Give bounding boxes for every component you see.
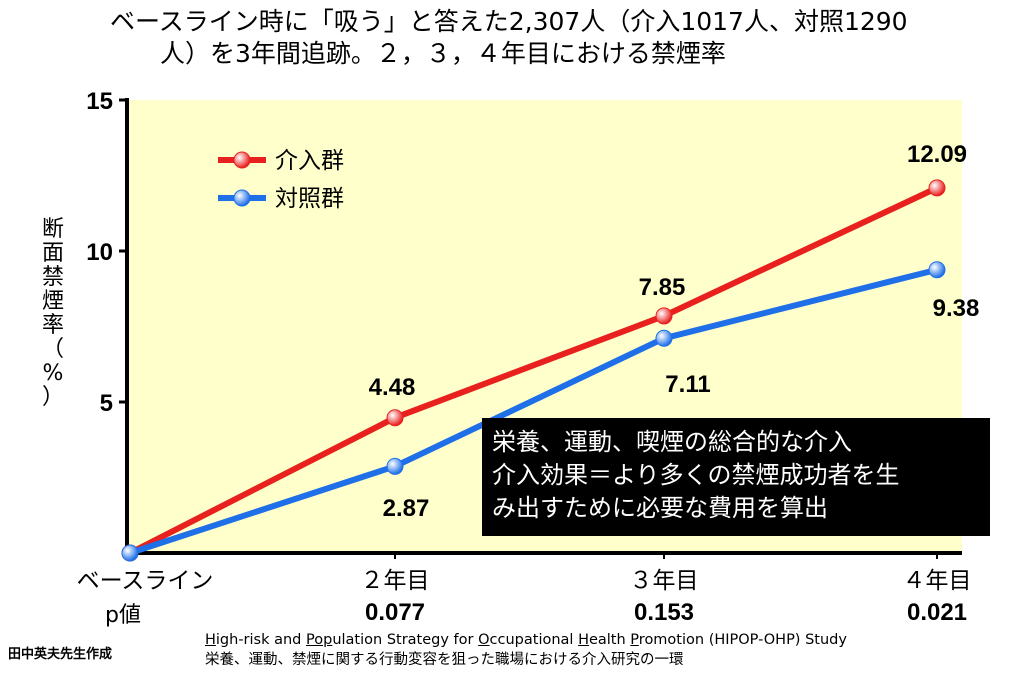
- series-line-control: [129, 266, 938, 556]
- data-point: [386, 457, 404, 475]
- annotation-box: 栄養、運動、喫煙の総合的な介入 介入効果＝より多くの禁煙成功者を生 み出すために…: [482, 418, 990, 536]
- data-point: [121, 544, 139, 562]
- study-name: High-risk and Population Strategy for Oc…: [205, 632, 847, 648]
- y-axis-label-char: 面: [41, 241, 64, 266]
- y-axis-label-char: %: [42, 361, 64, 386]
- data-point: [928, 261, 946, 279]
- x-tick-label: ４年目: [903, 568, 972, 594]
- y-tick-label: 15: [86, 88, 113, 115]
- data-point: [928, 179, 946, 197]
- x-tick-label: ３年目: [630, 568, 699, 594]
- legend-label: 介入群: [275, 148, 344, 174]
- x-tick-label: ２年目: [361, 568, 430, 594]
- y-axis-label: 断 面 禁 煙 率 （ % ）: [38, 218, 68, 410]
- y-axis-label-char: （: [41, 337, 64, 362]
- data-point: [655, 329, 673, 347]
- data-label: 9.38: [933, 295, 980, 322]
- data-label: 7.85: [639, 274, 686, 301]
- title-line-1: ベースライン時に「吸う」と答えた2,307人（介入1017人、対照1290: [110, 7, 908, 36]
- title-line-2: 人）を3年間追跡。２，３，４年目における禁煙率: [160, 39, 726, 68]
- y-axis-label-char: ）: [41, 385, 64, 410]
- study-description: 栄養、運動、禁煙に関する行動変容を狙った職場における介入研究の一環: [205, 652, 684, 668]
- y-tick-label: 5: [100, 390, 113, 417]
- legend-label: 対照群: [275, 186, 344, 212]
- y-axis-label-char: 率: [41, 313, 64, 338]
- data-label: 12.09: [907, 141, 967, 168]
- chart-title: ベースライン時に「吸う」と答えた2,307人（介入1017人、対照1290 人）…: [70, 6, 970, 70]
- x-tick-label: ベースライン: [77, 568, 214, 594]
- y-axis-label-char: 禁: [41, 265, 64, 290]
- data-label: 2.87: [383, 495, 430, 522]
- p-value: 0.077: [365, 599, 425, 626]
- legend-swatch-marker: [233, 151, 251, 169]
- p-value: 0.021: [907, 599, 967, 626]
- y-axis-label-char: 煙: [41, 289, 64, 314]
- p-value-label: p値: [105, 603, 141, 628]
- annotation-line: 介入効果＝より多くの禁煙成功者を生: [492, 461, 900, 489]
- annotation-line: み出すために必要な費用を算出: [492, 494, 828, 522]
- annotation-line: 栄養、運動、喫煙の総合的な介入: [492, 428, 852, 456]
- data-label: 7.11: [665, 371, 710, 398]
- y-axis-label-char: 断: [41, 217, 64, 242]
- y-tick-label: 10: [86, 239, 113, 266]
- source-footnote: High-risk and Population Strategy for Oc…: [205, 630, 847, 670]
- data-point: [655, 307, 673, 325]
- legend-swatch-marker: [233, 189, 251, 207]
- author-credit: 田中英夫先生作成: [8, 647, 113, 662]
- data-label: 4.48: [369, 374, 416, 401]
- series-line-intervention: [128, 185, 939, 556]
- data-point: [386, 409, 404, 427]
- p-value: 0.153: [634, 599, 694, 626]
